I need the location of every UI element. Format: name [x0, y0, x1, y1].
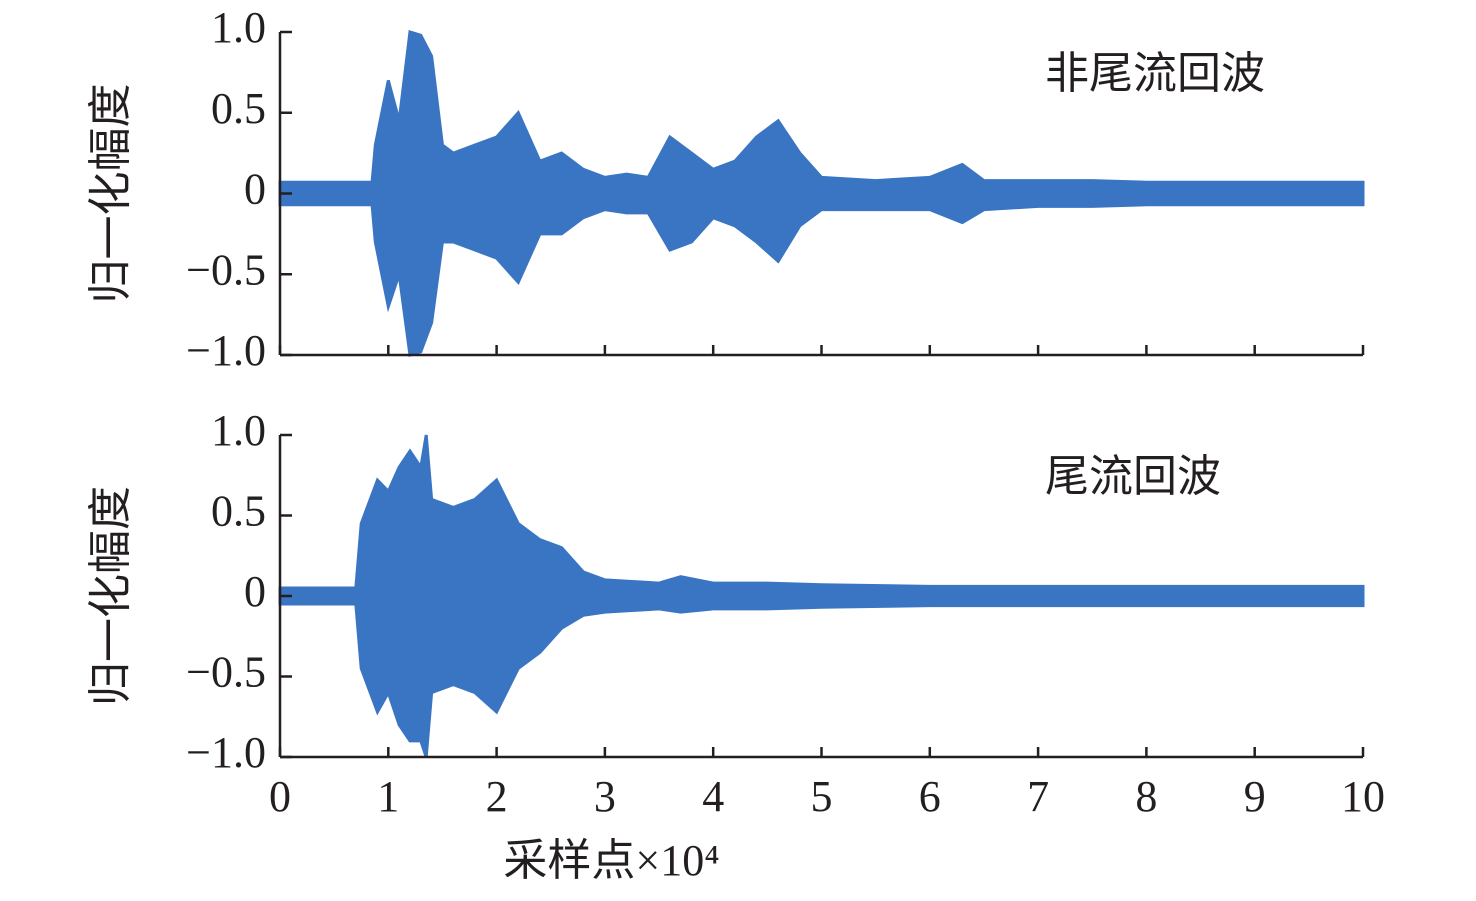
y-tick-label: 0 [244, 567, 266, 616]
y-tick-label: 1.0 [211, 406, 266, 455]
y-tick-label: 0.5 [211, 84, 266, 133]
x-tick-label: 4 [702, 772, 724, 821]
x-tick-label: 6 [919, 772, 941, 821]
x-axis-label: 采样点×10⁴ [503, 836, 719, 885]
y-tick-label: 0 [244, 165, 266, 214]
y-tick-label: −1.0 [186, 326, 266, 375]
y-tick-label: −0.5 [186, 245, 266, 294]
waveform-envelope [278, 434, 1365, 598]
x-tick-label: 9 [1244, 772, 1266, 821]
x-tick-label: 7 [1027, 772, 1049, 821]
y-tick-label: −0.5 [186, 648, 266, 697]
y-tick-label: −1.0 [186, 728, 266, 777]
x-tick-label: 2 [486, 772, 508, 821]
waveform-envelope [278, 30, 1365, 195]
y-tick-label: 0.5 [211, 487, 266, 536]
y-axis-label: 归一化幅度 [86, 486, 135, 706]
annotation: 尾流回波 [1045, 452, 1221, 501]
x-tick-label: 5 [811, 772, 833, 821]
x-tick-label: 0 [269, 772, 291, 821]
x-tick-label: 10 [1341, 772, 1385, 821]
waveform-envelope [278, 594, 1365, 758]
annotation: 非尾流回波 [1045, 49, 1265, 98]
x-tick-label: 3 [594, 772, 616, 821]
x-tick-label: 1 [377, 772, 399, 821]
y-tick-label: 1.0 [211, 3, 266, 52]
waveform-envelope [278, 192, 1365, 357]
x-tick-label: 8 [1135, 772, 1157, 821]
y-axis-label: 归一化幅度 [86, 84, 135, 304]
